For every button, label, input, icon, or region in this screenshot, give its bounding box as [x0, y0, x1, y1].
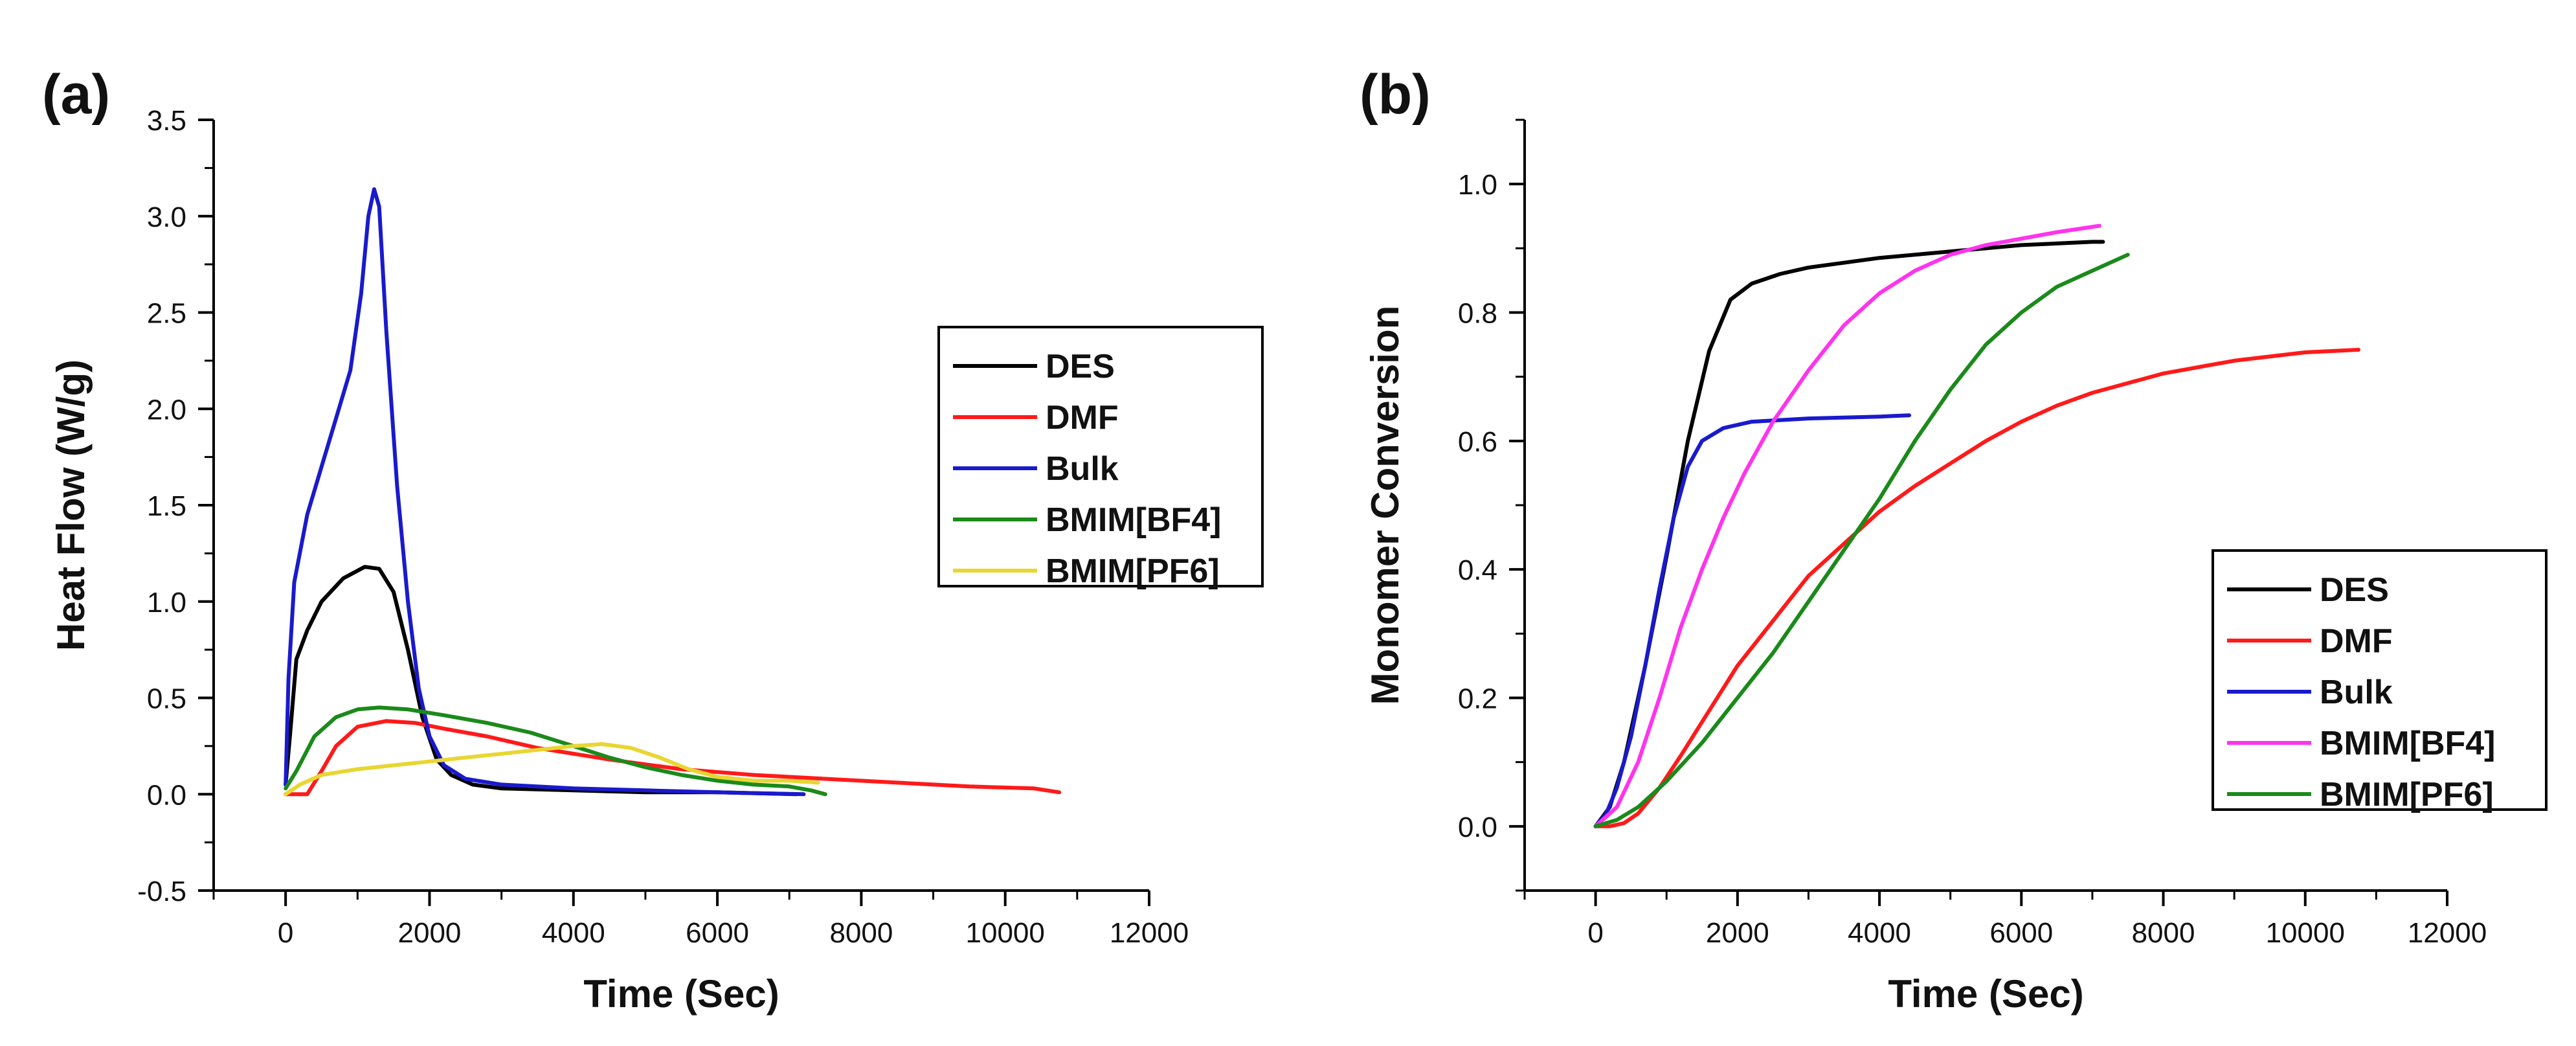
y-tick-label: 3.5	[147, 105, 186, 137]
series-line-bmim-pf6	[284, 742, 820, 797]
series-line-bulk	[1593, 413, 1912, 828]
y-tick-label: 0.8	[1458, 298, 1497, 330]
x-tick-label: 12000	[1110, 917, 1189, 949]
legend: DES DMF Bulk BMIM[BF4] BMIM[PF6]	[2212, 549, 2548, 813]
y-tick-label: 1.5	[147, 490, 186, 522]
legend-label: BMIM[PF6]	[2320, 776, 2494, 813]
x-tick-label: 8000	[2132, 917, 2195, 949]
x-tick-label: 0	[278, 917, 293, 949]
panel-label-a: (a)	[42, 63, 110, 126]
legend-label: BMIM[BF4]	[1046, 501, 1222, 539]
series-line-des	[284, 565, 799, 797]
x-tick-label: 4000	[1848, 917, 1911, 949]
legend-label: DMF	[1046, 399, 1119, 437]
y-tick-label: -0.5	[137, 876, 186, 907]
x-axis-title: Time (Sec)	[583, 972, 779, 1016]
legend-label: Bulk	[1046, 450, 1119, 488]
y-axis-title: Heat Flow (W/g)	[49, 359, 93, 651]
y-tick-label: 2.5	[147, 298, 186, 330]
y-tick-label: 0.0	[147, 779, 186, 811]
x-tick-label: 12000	[2408, 917, 2487, 949]
x-tick-label: 2000	[1706, 917, 1769, 949]
x-tick-label: 0	[1587, 917, 1603, 949]
x-tick-label: 6000	[686, 917, 749, 949]
x-tick-label: 2000	[398, 917, 462, 949]
legend: DES DMF Bulk BMIM[BF4] BMIM[PF6]	[937, 326, 1264, 590]
y-tick-label: 2.0	[147, 394, 186, 426]
x-tick-label: 10000	[966, 917, 1045, 949]
y-tick-label: 1.0	[1458, 169, 1497, 201]
legend-label: DMF	[2320, 622, 2393, 660]
y-tick-label: 0.0	[1458, 812, 1497, 843]
legend-box	[937, 326, 1264, 587]
legend-label: DES	[2320, 571, 2389, 609]
y-tick-label: 0.5	[147, 683, 186, 715]
y-tick-label: 0.2	[1458, 683, 1497, 715]
y-tick-label: 3.0	[147, 201, 186, 233]
legend-label: DES	[1046, 348, 1115, 385]
y-tick-label: 1.0	[147, 587, 186, 619]
x-tick-label: 8000	[829, 917, 893, 949]
x-axis-title: Time (Sec)	[1888, 972, 2083, 1016]
series-line-dmf	[284, 719, 1062, 797]
legend-box	[2212, 549, 2548, 811]
y-tick-label: 0.4	[1458, 554, 1497, 586]
y-axis-title: Monomer Conversion	[1363, 306, 1407, 705]
x-tick-label: 6000	[1989, 917, 2053, 949]
legend-label: BMIM[PF6]	[1046, 552, 1220, 590]
series-line-bmim-bf4	[284, 705, 827, 797]
series-line-bmim-bf4	[1593, 223, 2101, 828]
legend-label: Bulk	[2320, 674, 2393, 711]
x-tick-label: 4000	[542, 917, 605, 949]
legend-label: BMIM[BF4]	[2320, 725, 2496, 762]
series-line-bmim-pf6	[1593, 253, 2130, 828]
x-tick-label: 10000	[2266, 917, 2345, 949]
panel-label-b: (b)	[1360, 63, 1431, 126]
series-line-bulk	[284, 187, 806, 797]
chart-panel-a: (a) 0 2000 4000 6000 8000 10000 12000 -0.5 0.0 0.5…	[42, 63, 1264, 1016]
y-tick-label: 0.6	[1458, 426, 1497, 458]
chart-panel-b: (b) 0 2000 4000 6000 8000 10000 12000 0.0 0.2 0.4 0…	[1360, 63, 2548, 1016]
